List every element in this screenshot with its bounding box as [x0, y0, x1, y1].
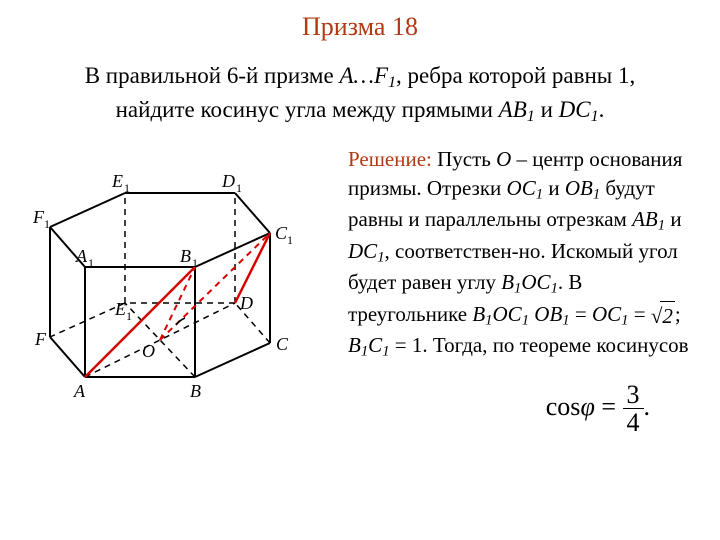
svg-text:E: E: [114, 299, 126, 319]
svg-text:O: O: [142, 341, 155, 361]
svg-text:D: D: [221, 171, 235, 191]
svg-text:1: 1: [124, 181, 130, 195]
text: и: [535, 97, 559, 122]
svg-text:C: C: [276, 334, 289, 354]
cosine-formula: cosφ = 34.: [348, 381, 690, 437]
svg-text:A: A: [75, 246, 88, 266]
svg-text:1: 1: [287, 233, 293, 247]
svg-text:E: E: [111, 171, 123, 191]
svg-text:F: F: [34, 329, 47, 349]
prism-figure: A B C D F O E1 A1 B1 C1 D1 E1 F1: [30, 145, 330, 436]
svg-text:1: 1: [192, 256, 198, 270]
svg-text:1: 1: [236, 181, 242, 195]
svg-text:1: 1: [126, 309, 132, 323]
ab1: AB1: [499, 97, 535, 122]
svg-text:B: B: [190, 381, 201, 401]
text: , ребра которой равны 1,: [396, 63, 635, 88]
svg-text:A: A: [73, 381, 86, 401]
text: найдите косинус угла между прямыми: [116, 97, 499, 122]
svg-text:1: 1: [44, 217, 50, 231]
prism-name: A…F1: [339, 63, 396, 88]
problem-statement: В правильной 6-й призме A…F1, ребра кото…: [30, 60, 690, 127]
text: В правильной 6-й призме: [85, 63, 340, 88]
title: Призма 18: [30, 12, 690, 42]
text: .: [599, 97, 605, 122]
solution-label: Решение:: [348, 147, 432, 171]
solution-text: Решение: Пусть O – центр основания призм…: [348, 145, 690, 436]
svg-text:D: D: [239, 293, 253, 313]
svg-text:1: 1: [88, 256, 94, 270]
dc1: DC1: [559, 97, 599, 122]
svg-text:B: B: [180, 246, 191, 266]
